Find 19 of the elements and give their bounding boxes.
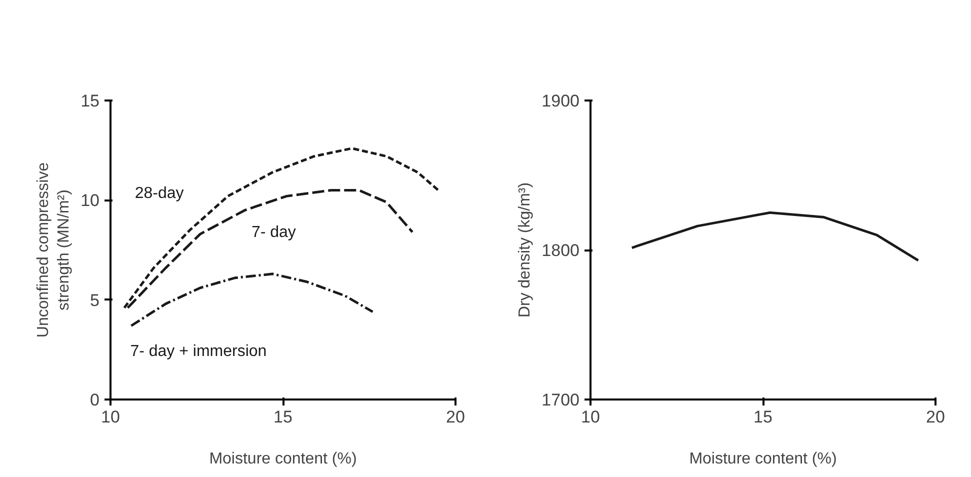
x-axis-title: Moisture content (%) [689, 450, 837, 468]
x-tick-label: 15 [274, 408, 292, 426]
x-tick-label: 20 [446, 408, 465, 426]
y-tick-label: 1900 [542, 92, 580, 110]
y-axis-title: Unconfined compressive strength (MN/m²) [35, 162, 73, 338]
x-tick-label: 15 [754, 408, 772, 426]
y-tick-label: 1700 [542, 390, 580, 410]
y-tick-label: 5 [90, 290, 100, 310]
series-label: 7- day + immersion [130, 342, 267, 360]
x-tick-label: 10 [581, 408, 600, 426]
series-label: 28-day [134, 185, 184, 202]
y-tick-label: 0 [90, 390, 100, 410]
series-label: 7- day [251, 224, 296, 242]
y-axis-title: Dry density (kg/m³) [516, 182, 534, 318]
x-axis-title: Moisture content (%) [209, 450, 357, 468]
y-tick-label: 10 [80, 191, 100, 210]
x-tick-label: 20 [926, 408, 945, 426]
y-tick-label: 1800 [542, 241, 580, 260]
y-tick-label: 15 [80, 92, 100, 110]
